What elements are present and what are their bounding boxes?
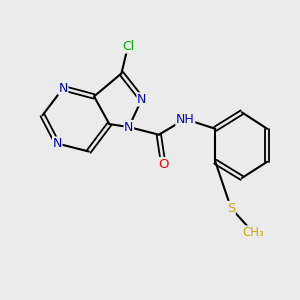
Text: N: N xyxy=(58,82,68,95)
Text: O: O xyxy=(158,158,169,171)
Text: S: S xyxy=(227,202,235,214)
Text: Cl: Cl xyxy=(122,40,134,53)
Text: N: N xyxy=(137,93,146,106)
Text: CH₃: CH₃ xyxy=(242,226,264,239)
Text: NH: NH xyxy=(176,112,195,126)
Text: N: N xyxy=(124,121,134,134)
Text: N: N xyxy=(52,137,62,150)
